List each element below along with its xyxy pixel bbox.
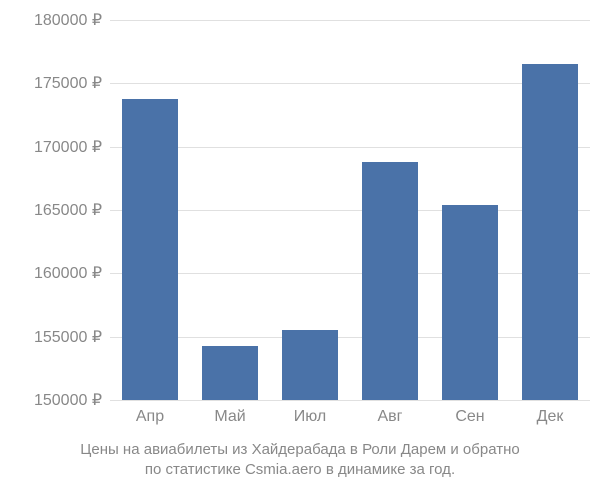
- y-tick-label: 155000 ₽: [2, 327, 102, 347]
- grid-line: [110, 83, 590, 84]
- bar: [202, 346, 258, 400]
- caption-line-2: по статистике Csmia.aero в динамике за г…: [145, 461, 455, 478]
- x-tick-label: Сен: [430, 408, 510, 426]
- x-tick-label: Авг: [350, 408, 430, 426]
- x-tick-label: Дек: [510, 408, 590, 426]
- grid-line: [110, 20, 590, 21]
- bar: [522, 64, 578, 400]
- grid-line: [110, 147, 590, 148]
- plot-area: [110, 20, 590, 400]
- caption-line-1: Цены на авиабилеты из Хайдерабада в Роли…: [80, 441, 519, 458]
- y-tick-label: 160000 ₽: [2, 263, 102, 283]
- x-tick-label: Июл: [270, 408, 350, 426]
- x-tick-label: Апр: [110, 408, 190, 426]
- bar: [282, 330, 338, 400]
- chart-caption: Цены на авиабилеты из Хайдерабада в Роли…: [0, 440, 600, 481]
- grid-line: [110, 273, 590, 274]
- y-tick-label: 180000 ₽: [2, 10, 102, 30]
- y-tick-label: 150000 ₽: [2, 390, 102, 410]
- price-bar-chart: 150000 ₽ 155000 ₽ 160000 ₽ 165000 ₽ 170000 ₽…: [0, 0, 600, 500]
- bar: [442, 205, 498, 400]
- grid-line: [110, 337, 590, 338]
- y-tick-label: 170000 ₽: [2, 137, 102, 157]
- grid-line: [110, 400, 590, 401]
- bar: [122, 99, 178, 400]
- x-tick-label: Май: [190, 408, 270, 426]
- grid-line: [110, 210, 590, 211]
- bar: [362, 162, 418, 400]
- y-tick-label: 175000 ₽: [2, 73, 102, 93]
- y-tick-label: 165000 ₽: [2, 200, 102, 220]
